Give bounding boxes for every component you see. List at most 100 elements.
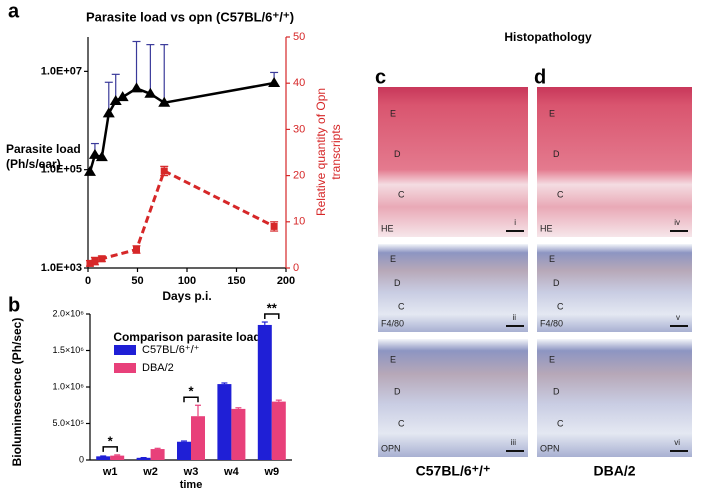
legend-label: DBA/2 (142, 362, 174, 374)
y-tick-label: 1.0×10⁶ (53, 381, 85, 391)
layer-label: D (394, 149, 401, 159)
y2-tick-label: 40 (293, 77, 305, 89)
x-tick-label: 50 (131, 275, 143, 287)
significance-label: * (108, 433, 114, 448)
micrograph (378, 339, 528, 457)
bar (191, 416, 205, 460)
y2-tick-label: 0 (293, 262, 299, 274)
y-axis-label: Bioluminescence (Ph/sec) (10, 318, 24, 467)
error-bar (195, 404, 201, 417)
y-tick-label: 2.0×10⁶ (53, 308, 85, 318)
marker (86, 259, 94, 267)
y-tick-label: 1.0E+03 (41, 262, 82, 274)
y2-tick-label: 30 (293, 123, 305, 135)
x-tick-label: 0 (85, 275, 91, 287)
panel-numeral: ii (512, 313, 516, 322)
panel-numeral: iv (674, 218, 680, 227)
bar (110, 455, 125, 460)
layer-label: E (549, 355, 555, 365)
panel-numeral: i (514, 218, 516, 227)
x-tick-label: w2 (142, 466, 158, 478)
error-bar (114, 454, 121, 456)
series-line (88, 81, 275, 173)
histology-title: Histopathology (504, 30, 592, 44)
y-tick-label: 5.0×10⁵ (52, 418, 84, 428)
marker (130, 82, 143, 93)
marker (83, 165, 96, 176)
layer-label: C (398, 189, 405, 199)
micrograph (378, 87, 528, 237)
error-bar (235, 407, 242, 409)
error-bar (181, 440, 187, 442)
x-tick-label: 200 (277, 275, 295, 287)
y2-tick-label: 20 (293, 170, 305, 182)
bar (96, 456, 111, 460)
marker (98, 255, 106, 263)
chart-title: Comparison parasite load (113, 330, 260, 344)
bar (136, 457, 151, 460)
y-axis-label: Parasite load (6, 142, 81, 156)
x-tick-label: w4 (223, 466, 240, 478)
x-tick-label: 100 (178, 275, 196, 287)
y2-tick-label: 50 (293, 31, 305, 43)
panel-numeral: v (676, 313, 680, 322)
x-tick-label: 150 (227, 275, 245, 287)
series-line (89, 168, 275, 265)
micrograph (537, 339, 692, 457)
marker (133, 246, 141, 254)
stain-label: OPN (381, 443, 401, 453)
layer-label: D (553, 386, 560, 396)
stain-label: HE (381, 223, 394, 233)
marker (160, 167, 168, 175)
layer-label: E (390, 108, 396, 118)
stain-label: F4/80 (381, 318, 404, 328)
layer-label: D (394, 386, 401, 396)
micrograph (537, 87, 692, 237)
x-tick-label: w3 (183, 466, 199, 478)
micrograph (537, 244, 692, 332)
significance-bracket (183, 396, 199, 403)
bar (271, 401, 286, 460)
layer-label: C (557, 189, 564, 199)
y2-tick-label: 10 (293, 216, 305, 228)
bar (257, 324, 272, 460)
error-bar (221, 382, 228, 385)
significance-bracket (102, 446, 118, 452)
stain-label: F4/80 (540, 318, 563, 328)
error-bar (275, 399, 282, 402)
legend-label: C57BL/6⁺/⁺ (142, 344, 200, 356)
x-axis-label: time (180, 479, 203, 491)
layer-label: C (398, 418, 405, 428)
marker (144, 87, 157, 98)
y2-axis-label: transcripts (329, 124, 343, 179)
significance-bracket (264, 313, 280, 320)
error-bar (146, 44, 155, 94)
y-tick-label: 1.0E+07 (41, 65, 82, 77)
marker (158, 96, 171, 107)
marker (91, 257, 99, 265)
panel-letter: c (375, 66, 386, 88)
layer-label: C (557, 418, 564, 428)
error-bar (261, 321, 268, 325)
stain-label: HE (540, 223, 553, 233)
legend-swatch (114, 363, 136, 373)
layer-label: D (553, 278, 560, 288)
micrograph (378, 244, 528, 332)
panel-numeral: iii (511, 438, 517, 447)
layer-label: C (557, 302, 564, 312)
error-bar (154, 447, 161, 450)
marker (102, 107, 115, 118)
y-tick-label: 1.0E+05 (41, 164, 82, 176)
bar (150, 449, 165, 460)
error-bar (132, 40, 141, 89)
chart-title: Parasite load vs opn (C57BL/6⁺/⁺) (86, 9, 294, 24)
bar (231, 408, 246, 460)
marker (88, 148, 101, 159)
marker (109, 94, 122, 105)
significance-label: ** (267, 300, 278, 315)
y-axis-label: (Ph/s/ear) (6, 157, 61, 171)
marker (270, 222, 278, 230)
x-axis-label: Days p.i. (162, 289, 211, 303)
legend-swatch (114, 345, 136, 355)
